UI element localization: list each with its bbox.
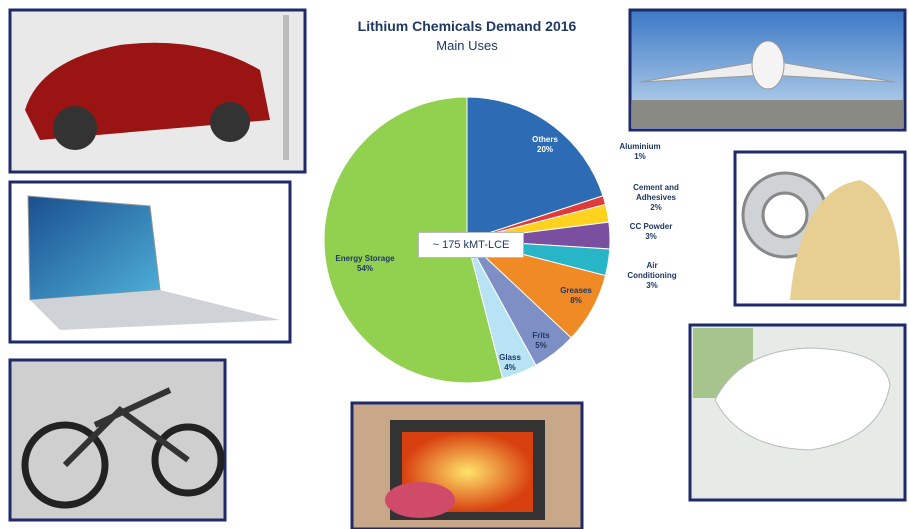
bearing-photo [735, 152, 905, 305]
chart-title: Lithium Chemicals Demand 2016 [358, 18, 577, 34]
slice-value: 2% [626, 203, 686, 213]
slice-name: Frits [532, 331, 549, 341]
airplane-photo [630, 10, 905, 130]
slice-name: Others [532, 135, 558, 145]
slice-name: Aluminium [619, 142, 660, 152]
slice-value: 4% [499, 363, 521, 373]
slice-name: Cement and Adhesives [626, 183, 686, 203]
slice-value: 3% [630, 232, 673, 242]
slice-name: Greases [560, 286, 592, 296]
car-photo [10, 10, 305, 172]
slice-name: Energy Storage [335, 254, 394, 264]
page: Lithium Chemicals Demand 2016 Main Uses … [0, 0, 909, 529]
slice-value: 1% [619, 152, 660, 162]
fireplace-photo [352, 403, 582, 529]
slice-value: 5% [532, 341, 549, 351]
bike-photo [10, 360, 225, 520]
slice-name: Glass [499, 353, 521, 363]
canvas [0, 0, 909, 529]
bathtub-photo [690, 325, 905, 500]
laptop-photo [10, 182, 290, 342]
chart-subtitle: Main Uses [436, 38, 497, 53]
slice-value: 3% [622, 281, 682, 291]
slice-value: 54% [335, 264, 394, 274]
slice-name: Air Conditioning [622, 261, 682, 281]
slice-value: 20% [532, 145, 558, 155]
slice-value: 8% [560, 296, 592, 306]
slice-name: CC Powder [630, 222, 673, 232]
center-label: ~ 175 kMT-LCE [418, 232, 524, 258]
